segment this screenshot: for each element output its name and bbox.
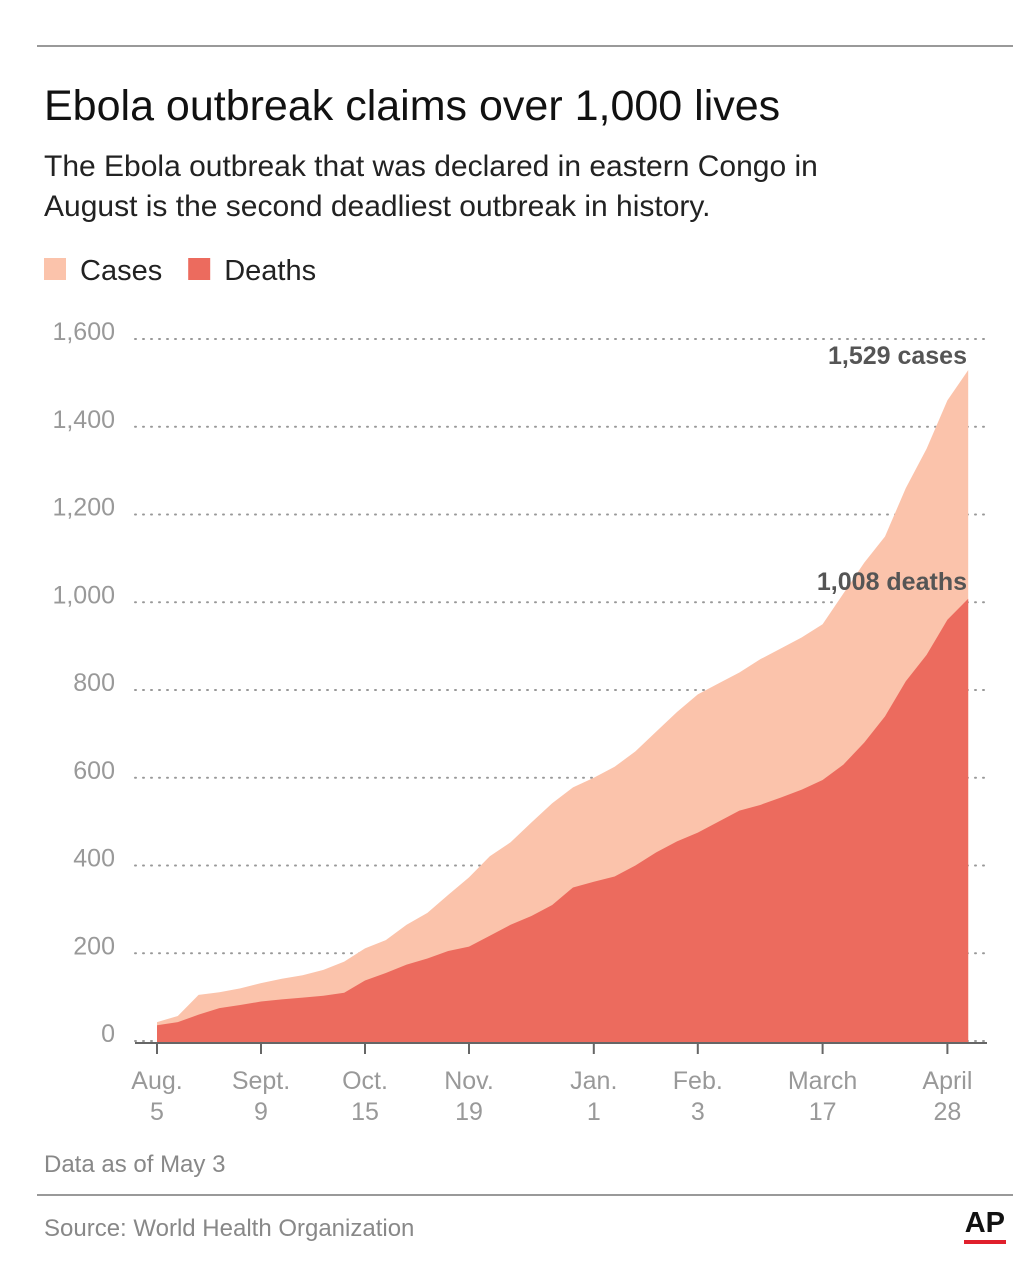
axes: Aug. 5 Sept. 9 Oct. 15 Nov. 19 Jan. 1 Feb. 3 March 17… [131,1042,987,1126]
plot [157,370,969,1043]
source: Source: World Health Organization [44,1215,414,1242]
x-tick-label: March [788,1067,857,1095]
legend: Cases Deaths [44,255,316,287]
chart-title: Ebola outbreak claims over 1,000 lives [44,82,780,130]
y-tick-label: 1,200 [52,494,115,522]
x-tick-label: Oct. [342,1067,388,1095]
legend-label: Cases [80,255,162,287]
logo: AP [965,1207,1005,1239]
legend-swatch [188,258,211,280]
y-tick-label: 1,000 [52,581,115,609]
legend-swatch [44,258,66,280]
chart-subtitle: The Ebola outbreak that was declared in … [44,150,818,183]
x-tick-label: 19 [455,1098,483,1126]
legend-label: Deaths [224,255,316,287]
x-tick-label: Jan. [570,1067,617,1095]
chart-subtitle: August is the second deadliest outbreak … [44,190,711,223]
annotation: 1,529 cases [828,342,967,370]
y-tick-label: 800 [73,669,115,697]
x-tick-label: 5 [150,1098,164,1126]
x-tick-label: 28 [933,1098,961,1126]
y-tick-label: 600 [73,757,115,785]
x-tick-label: 15 [351,1098,379,1126]
x-tick-label: Nov. [444,1067,494,1095]
x-tick-label: Aug. [131,1067,182,1095]
y-tick-label: 400 [73,845,115,873]
x-tick-label: 17 [809,1098,837,1126]
y-tick-label: 0 [101,1020,115,1048]
x-tick-label: Feb. [673,1067,723,1095]
annotation: 1,008 deaths [817,568,967,596]
logo-underline [964,1240,1006,1244]
x-tick-label: April [922,1067,972,1095]
x-tick-label: Sept. [232,1067,290,1095]
x-tick-label: 1 [587,1098,601,1126]
note: Data as of May 3 [44,1151,225,1178]
y-tick-label: 1,600 [52,318,115,346]
area [157,598,969,1043]
y-tick-label: 1,400 [52,406,115,434]
y-tick-label: 200 [73,932,115,960]
x-tick-label: 9 [254,1098,268,1126]
x-tick-label: 3 [691,1098,705,1126]
